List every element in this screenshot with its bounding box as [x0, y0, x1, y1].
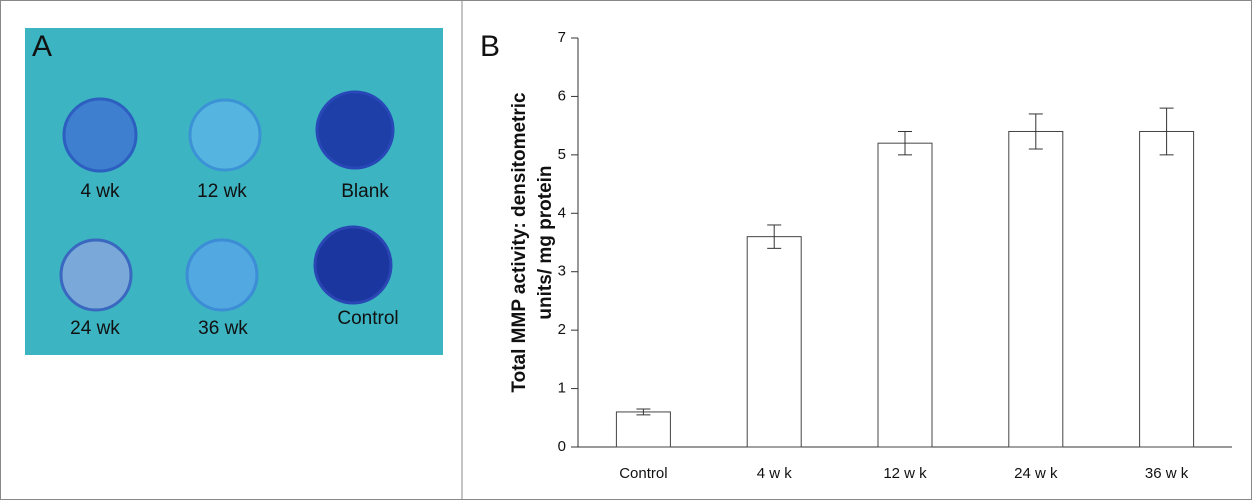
well-label: 36 wk	[198, 318, 248, 339]
y-tick-label: 1	[558, 380, 566, 397]
y-tick-label: 3	[558, 263, 566, 280]
well	[315, 227, 391, 303]
well	[61, 240, 131, 310]
well	[64, 99, 136, 171]
well-label: 12 wk	[197, 181, 247, 202]
y-tick-label: 5	[558, 146, 566, 163]
bar	[747, 237, 801, 447]
panel-label: B	[480, 30, 500, 63]
well-label: Control	[337, 308, 398, 329]
bar	[616, 412, 670, 447]
bar	[878, 143, 932, 447]
y-tick-label: 2	[558, 321, 566, 338]
panel-label: A	[32, 30, 52, 63]
y-tick-label: 7	[558, 29, 566, 46]
y-axis-label: Total MMP activity: densitometric	[509, 92, 530, 393]
y-axis-label: units/ mg protein	[535, 165, 556, 319]
y-tick-label: 0	[558, 438, 566, 455]
well	[190, 100, 260, 170]
x-tick-label: 24 w k	[1014, 465, 1058, 482]
well	[317, 92, 393, 168]
x-tick-label: 36 w k	[1145, 465, 1189, 482]
x-tick-label: Control	[619, 465, 667, 482]
well	[187, 240, 257, 310]
x-tick-label: 12 w k	[883, 465, 927, 482]
x-tick-label: 4 w k	[757, 465, 793, 482]
well-label: Blank	[341, 181, 389, 202]
well-label: 24 wk	[70, 318, 120, 339]
y-tick-label: 6	[558, 87, 566, 104]
well-label: 4 wk	[80, 181, 120, 202]
y-tick-label: 4	[558, 204, 566, 221]
bar	[1140, 131, 1194, 447]
figure: A B 4 wk 12 wk Blank 24 wk 36 wk Control 0 1 2 3 4…	[0, 0, 1252, 500]
bar	[1009, 131, 1063, 447]
